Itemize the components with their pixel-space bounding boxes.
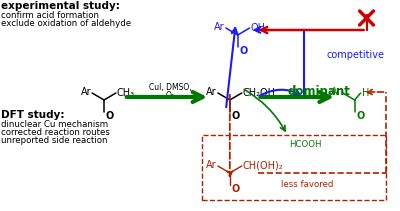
Text: O: O	[239, 46, 248, 56]
Text: competitive: competitive	[327, 50, 385, 60]
Text: unreported side reaction: unreported side reaction	[1, 136, 108, 145]
Text: CH₂OH: CH₂OH	[243, 88, 276, 98]
Text: H: H	[362, 88, 369, 98]
Text: O: O	[231, 184, 240, 194]
Text: O: O	[356, 111, 364, 121]
Text: Ar: Ar	[214, 22, 225, 32]
Text: DFT study:: DFT study:	[1, 110, 64, 120]
Text: experimental study:: experimental study:	[1, 1, 120, 11]
Text: CH₃: CH₃	[117, 88, 135, 98]
Text: less favored: less favored	[281, 180, 333, 189]
Text: O₂: O₂	[166, 91, 175, 100]
Bar	[202, 135, 386, 200]
Text: CuI, DMSO,: CuI, DMSO,	[149, 83, 192, 92]
Text: Ar: Ar	[206, 160, 217, 170]
Text: HCOOH: HCOOH	[289, 140, 322, 149]
Text: O: O	[231, 111, 240, 121]
Text: exclude oxidation of aldehyde: exclude oxidation of aldehyde	[1, 19, 131, 28]
Text: O: O	[106, 111, 114, 121]
Text: Ar: Ar	[80, 87, 91, 97]
Text: Ar: Ar	[206, 87, 217, 97]
Text: confirm acid formation: confirm acid formation	[1, 11, 99, 20]
Text: Ar: Ar	[331, 87, 342, 97]
Text: dominant: dominant	[287, 85, 350, 98]
Text: OH: OH	[251, 23, 266, 33]
Text: CH(OH)₂: CH(OH)₂	[243, 161, 283, 171]
Text: dinuclear Cu mechanism: dinuclear Cu mechanism	[1, 120, 108, 129]
Text: corrected reaction routes: corrected reaction routes	[1, 128, 110, 137]
